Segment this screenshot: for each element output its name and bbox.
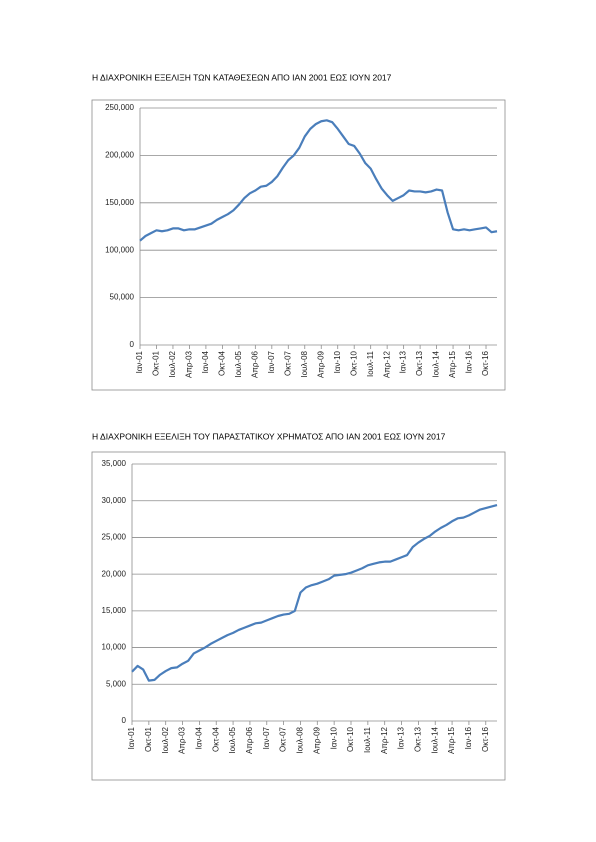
chart-frame xyxy=(91,99,506,391)
x-tick-label: Απρ-06 xyxy=(250,350,259,378)
x-tick-label: Ιουλ-08 xyxy=(296,726,305,753)
x-tick-label: Οκτ-13 xyxy=(413,726,422,751)
y-tick-label: 0 xyxy=(130,340,135,349)
x-tick-label: Οκτ-04 xyxy=(211,726,220,751)
y-tick-label: 35,000 xyxy=(102,459,127,468)
x-tick-label: Οκτ-07 xyxy=(279,726,288,751)
chart-title: Η ΔΙΑΧΡΟΝΙΚΗ ΕΞΕΛΙΞΗ ΤΟΥ ΠΑΡΑΣΤΑΤΙΚΟΥ ΧΡ… xyxy=(92,431,446,441)
x-tick-label: Ιουλ-02 xyxy=(168,350,177,377)
x-tick-label: Ιουλ-14 xyxy=(432,350,441,377)
y-tick-label: 15,000 xyxy=(102,606,127,615)
x-tick-label: Απρ-12 xyxy=(382,350,391,378)
x-tick-label: Οκτ-13 xyxy=(415,350,424,375)
x-tick-label: Ιουλ-08 xyxy=(300,350,309,377)
y-tick-label: 25,000 xyxy=(102,533,127,542)
x-tick-label: Ιουλ-05 xyxy=(234,350,243,377)
y-tick-label: 10,000 xyxy=(102,643,127,652)
x-tick-label: Ιαν-01 xyxy=(135,350,144,373)
data-line xyxy=(131,504,498,682)
x-tick-label: Ιαν-04 xyxy=(201,350,210,373)
x-tick-label: Ιουλ-05 xyxy=(228,726,237,753)
x-tick-label: Ιαν-01 xyxy=(127,726,136,749)
x-tick-label: Απρ-09 xyxy=(312,726,321,754)
x-tick-label: Απρ-15 xyxy=(448,350,457,378)
x-tick-label: Ιαν-16 xyxy=(465,350,474,373)
y-tick-label: 250,000 xyxy=(105,103,134,112)
x-tick-label: Ιαν-07 xyxy=(267,350,276,373)
y-tick-label: 200,000 xyxy=(105,151,134,160)
x-tick-label: Ιουλ-14 xyxy=(430,726,439,753)
x-tick-label: Ιαν-13 xyxy=(397,726,406,749)
x-tick-label: Οκτ-16 xyxy=(481,350,490,375)
x-tick-label: Οκτ-04 xyxy=(217,350,226,375)
x-tick-label: Απρ-06 xyxy=(245,726,254,754)
x-tick-label: Οκτ-10 xyxy=(349,350,358,375)
x-tick-label: Απρ-03 xyxy=(185,350,194,378)
x-tick-label: Ιαν-07 xyxy=(262,726,271,749)
x-tick-label: Απρ-12 xyxy=(380,726,389,754)
x-tick-label: Ιαν-10 xyxy=(333,350,342,373)
x-tick-label: Οκτ-07 xyxy=(283,350,292,375)
chart-title: Η ΔΙΑΧΡΟΝΙΚΗ ΕΞΕΛΙΞΗ ΤΩΝ ΚΑΤΑΘΕΣΕΩΝ ΑΠΟ … xyxy=(92,72,392,82)
x-tick-label: Ιουλ-11 xyxy=(363,726,372,753)
x-tick-label: Απρ-09 xyxy=(316,350,325,378)
x-tick-label: Ιαν-10 xyxy=(329,726,338,749)
x-tick-label: Απρ-03 xyxy=(178,726,187,754)
y-tick-label: 100,000 xyxy=(105,245,134,254)
chart-frame xyxy=(91,451,506,781)
x-tick-label: Ιουλ-02 xyxy=(161,726,170,753)
y-tick-label: 30,000 xyxy=(102,496,127,505)
x-tick-label: Οκτ-01 xyxy=(144,726,153,751)
y-tick-label: 0 xyxy=(122,716,127,725)
x-tick-label: Ιαν-04 xyxy=(194,726,203,749)
y-tick-label: 50,000 xyxy=(110,293,135,302)
x-tick-label: Οκτ-10 xyxy=(346,726,355,751)
y-tick-label: 20,000 xyxy=(102,569,127,578)
x-tick-label: Ιουλ-11 xyxy=(366,350,375,377)
data-line xyxy=(139,119,498,242)
x-tick-label: Οκτ-16 xyxy=(481,726,490,751)
x-tick-label: Απρ-15 xyxy=(447,726,456,754)
y-tick-label: 5,000 xyxy=(106,679,127,688)
x-tick-label: Ιαν-13 xyxy=(399,350,408,373)
x-tick-label: Οκτ-01 xyxy=(152,350,161,375)
x-tick-label: Ιαν-16 xyxy=(464,726,473,749)
y-tick-label: 150,000 xyxy=(105,198,134,207)
